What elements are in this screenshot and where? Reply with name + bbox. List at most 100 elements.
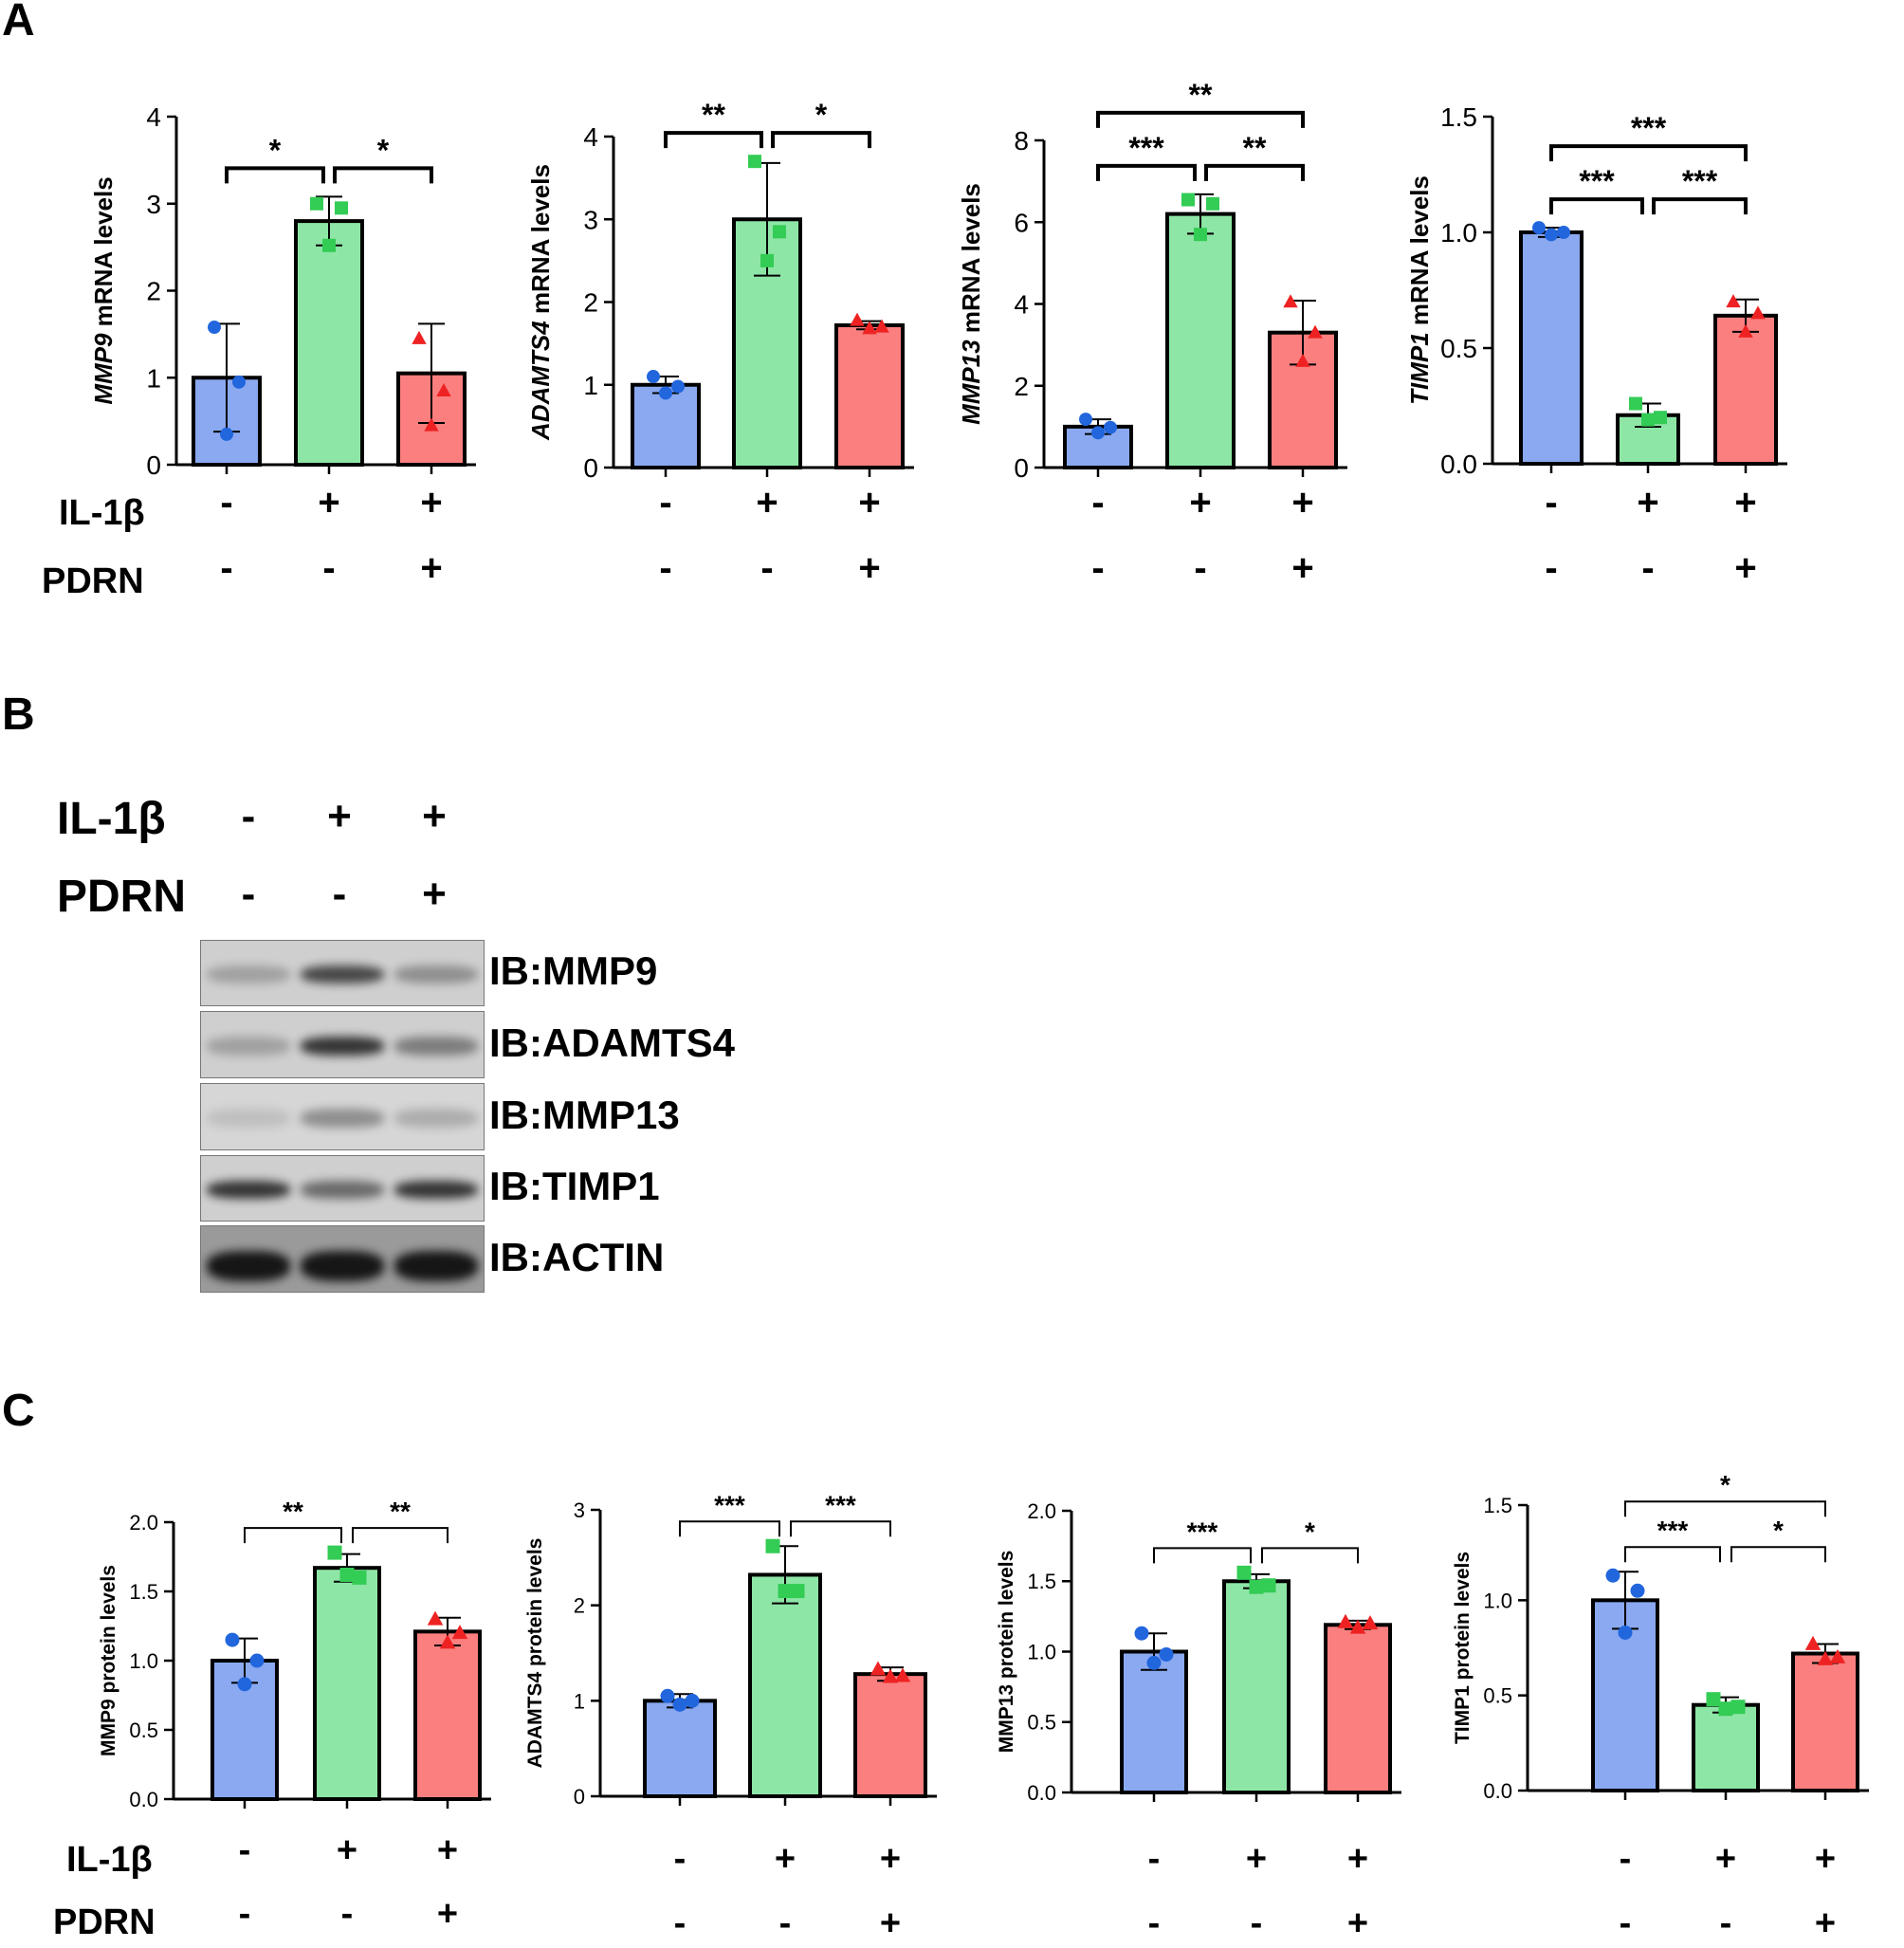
y-axis-label-text-c3: MMP13 protein levels bbox=[996, 1551, 1017, 1754]
y-axis-label-c2: ADAMTS4 protein levels bbox=[524, 1538, 546, 1769]
y-axis-label-gene-a3: MMP13 bbox=[957, 340, 985, 425]
y-tick-label-a2: 3 bbox=[583, 205, 598, 234]
condition-sign-pdrn-c2: - bbox=[779, 1903, 792, 1943]
data-point-a3 bbox=[1308, 324, 1323, 339]
data-point-c1 bbox=[439, 1634, 456, 1649]
bar-c3-3 bbox=[1324, 1623, 1392, 1795]
data-point-a1 bbox=[424, 417, 439, 432]
blot-band bbox=[207, 965, 290, 983]
data-point-a2 bbox=[659, 386, 672, 400]
data-point-c3 bbox=[1134, 1626, 1149, 1641]
data-point-c4 bbox=[1730, 1700, 1746, 1715]
data-point-c3 bbox=[1159, 1646, 1174, 1662]
y-axis-label-c4: TIMP1 protein levels bbox=[1452, 1552, 1474, 1744]
data-point-c4 bbox=[1618, 1625, 1633, 1640]
condition-sign-il1b-c4: + bbox=[1815, 1839, 1836, 1879]
y-tick-label-c3: 0.0 bbox=[1027, 1781, 1056, 1805]
data-point-c3 bbox=[1236, 1565, 1252, 1580]
data-point-a2 bbox=[760, 253, 774, 267]
y-tick-label-a3: 2 bbox=[1014, 372, 1029, 401]
y-tick-label-c2: 1 bbox=[574, 1689, 585, 1713]
significance-label-c4: *** bbox=[1657, 1516, 1689, 1545]
bar-a3-2 bbox=[1165, 211, 1236, 469]
blot-band bbox=[394, 965, 478, 983]
y-axis-label-a1: MMP9 mRNA levels bbox=[89, 176, 118, 404]
significance-label-c4: * bbox=[1720, 1470, 1730, 1499]
y-axis-label-text-c4: TIMP1 protein levels bbox=[1452, 1552, 1474, 1744]
data-point-a4 bbox=[1545, 228, 1558, 242]
data-point-a4 bbox=[1629, 396, 1642, 411]
y-tick-label-c2: 0 bbox=[574, 1785, 585, 1809]
blot-il1b-sign-2: + bbox=[327, 793, 352, 839]
condition-sign-il1b-c1: + bbox=[437, 1830, 458, 1870]
significance-bracket-c2 bbox=[790, 1520, 891, 1537]
condition-sign-pdrn-c3: + bbox=[1347, 1903, 1368, 1943]
data-point-a3 bbox=[1079, 413, 1092, 427]
y-tick-label-a2: 0 bbox=[583, 453, 598, 483]
bar-c1-3 bbox=[413, 1629, 482, 1801]
data-point-a3 bbox=[1295, 353, 1310, 367]
data-point-c4 bbox=[1706, 1692, 1721, 1707]
bar-c3-2 bbox=[1222, 1579, 1291, 1794]
blot-label-adamts4: IB:ADAMTS4 bbox=[489, 1020, 735, 1065]
blot-band bbox=[207, 1037, 290, 1056]
condition-sign-pdrn-c1: + bbox=[437, 1894, 458, 1934]
significance-bracket-c2 bbox=[679, 1520, 780, 1537]
condition-sign-pdrn-c1: - bbox=[341, 1894, 354, 1934]
significance-label-a1: * bbox=[269, 133, 282, 167]
significance-bracket-a3 bbox=[1096, 163, 1197, 181]
data-point-c4 bbox=[1630, 1583, 1645, 1598]
data-point-a3 bbox=[1283, 294, 1298, 308]
data-point-c3 bbox=[1337, 1613, 1354, 1628]
data-point-c2 bbox=[672, 1697, 687, 1712]
blot-band bbox=[301, 1180, 384, 1199]
data-point-c1 bbox=[427, 1610, 444, 1626]
blot-il1b-sign-3: + bbox=[422, 793, 447, 839]
blot-pdrn-sign-1: - bbox=[241, 871, 256, 917]
data-point-a3 bbox=[1194, 228, 1207, 242]
data-point-c2 bbox=[894, 1667, 911, 1682]
condition-sign-il1b-c3: + bbox=[1246, 1839, 1267, 1879]
data-point-c1 bbox=[225, 1632, 240, 1647]
data-point-a3 bbox=[1104, 420, 1117, 434]
data-point-c3 bbox=[1249, 1579, 1264, 1594]
significance-bracket-a1 bbox=[225, 166, 325, 184]
data-point-a3 bbox=[1181, 193, 1195, 207]
y-axis-label-text-a2: mRNA levels bbox=[526, 164, 555, 321]
bar-c2-3 bbox=[853, 1672, 927, 1798]
y-tick-label-c4: 1.5 bbox=[1483, 1494, 1512, 1517]
y-tick-label-a3: 6 bbox=[1014, 208, 1029, 237]
condition-sign-pdrn-a3: - bbox=[1194, 547, 1206, 589]
y-axis-label-text-a1: mRNA levels bbox=[89, 176, 118, 333]
y-axis-label-text-a3: mRNA levels bbox=[957, 183, 985, 340]
condition-sign-il1b-a4: + bbox=[1637, 482, 1658, 524]
y-tick-label-c1: 0.0 bbox=[129, 1788, 158, 1811]
y-tick-label-a1: 1 bbox=[146, 363, 161, 393]
condition-sign-pdrn-c4: - bbox=[1720, 1903, 1732, 1943]
blot-band bbox=[301, 1037, 384, 1056]
data-point-a2 bbox=[874, 319, 889, 333]
condition-sign-pdrn-a2: + bbox=[858, 547, 880, 589]
y-tick-label-c1: 1.5 bbox=[129, 1580, 158, 1604]
row-label-il1b-a: IL-1β bbox=[59, 493, 145, 533]
blot-band bbox=[207, 1109, 290, 1128]
significance-label-c4: * bbox=[1773, 1516, 1784, 1545]
y-tick-label-a2: 4 bbox=[583, 122, 598, 152]
blot-band bbox=[207, 1180, 290, 1199]
significance-bracket-a4 bbox=[1549, 197, 1644, 215]
significance-bracket-a1 bbox=[333, 166, 433, 184]
significance-bracket-c4 bbox=[1624, 1546, 1721, 1563]
data-point-a3 bbox=[1091, 426, 1105, 440]
y-tick-label-c4: 1.0 bbox=[1483, 1589, 1512, 1612]
significance-label-c2: *** bbox=[825, 1490, 856, 1519]
blot-band bbox=[207, 1251, 290, 1281]
data-point-a4 bbox=[1738, 323, 1753, 338]
row-label-pdrn-b: PDRN bbox=[57, 872, 187, 922]
y-axis-label-a4: TIMP1 mRNA levels bbox=[1405, 175, 1434, 405]
bar-c4-2 bbox=[1692, 1702, 1760, 1792]
condition-sign-il1b-a3: + bbox=[1189, 482, 1211, 524]
bar-a4-1 bbox=[1519, 230, 1584, 466]
blot-band bbox=[394, 1109, 478, 1128]
significance-label-c3: *** bbox=[1187, 1516, 1218, 1546]
data-point-c2 bbox=[778, 1584, 793, 1599]
